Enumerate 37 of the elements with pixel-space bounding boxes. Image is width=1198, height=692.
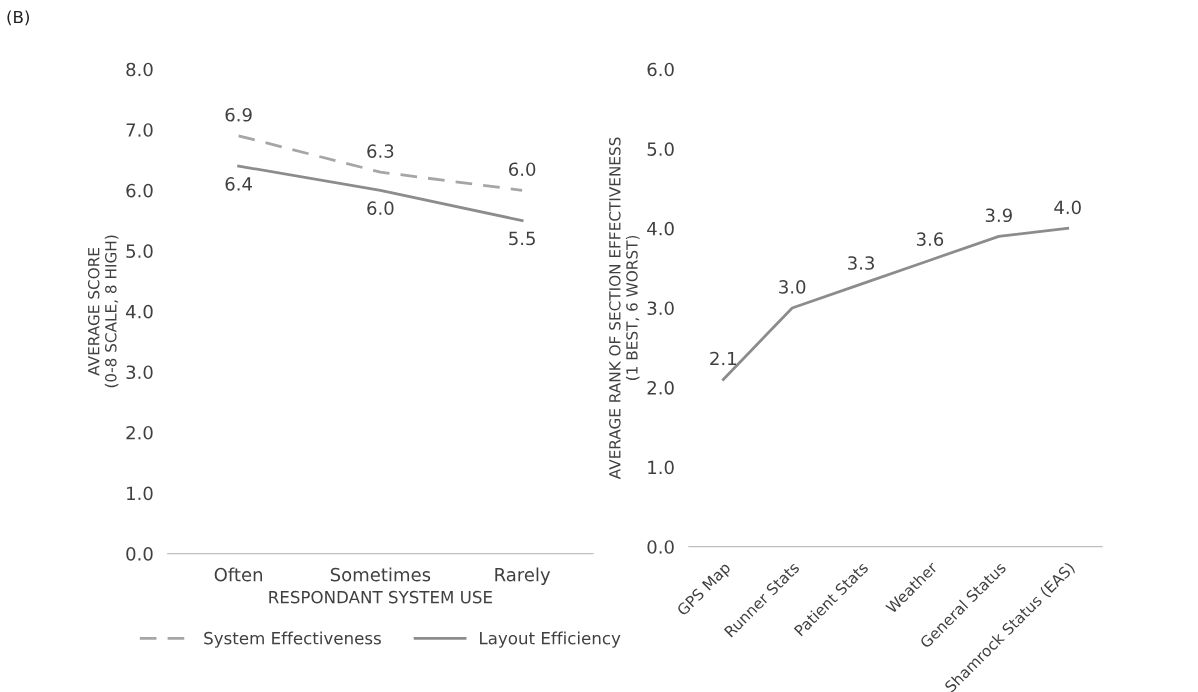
text: (B) [7,10,29,26]
y-tick-label: 4.0 [126,304,153,319]
y-tick-label: 2.0 [126,425,153,440]
x-axis-title: RESPONDANT SYSTEM USE [269,590,492,604]
data-label: 5.5 [509,231,535,246]
data-label: 6.4 [225,177,252,191]
y-tick-label: 3.0 [126,365,153,380]
y-axis-title: AVERAGE RANK OF SECTION EFFECTIVENESS (1 BEST, 6 WORST) [609,137,640,480]
y-tick-label: 0.0 [647,540,674,554]
y-tick-label: 5.0 [126,244,153,258]
legend-label: System Effectiveness [204,631,381,648]
data-label: 3.0 [779,280,806,294]
legend-label: Layout Efficiency [480,631,621,648]
data-label: 3.6 [916,232,944,246]
y-tick-label: 6.0 [647,62,674,77]
y-tick-label: 7.0 [126,123,153,137]
y-tick-label: 6.0 [126,183,153,198]
x-tick-label: Rarely [495,567,551,585]
data-label: 6.0 [367,201,394,215]
x-tick-label: Sometimes [330,567,431,582]
y-tick-label: 1.0 [127,486,153,501]
y-tick-label: 0.0 [126,547,153,561]
y-axis-title: AVERAGE SCORE (0-8 SCALE, 8 HIGH) [87,235,119,388]
y-tick-label: 3.0 [647,301,674,316]
data-label: 6.9 [225,107,252,122]
data-label: 6.0 [509,162,536,177]
y-tick-label: 4.0 [647,221,674,236]
data-label: 4.0 [1054,200,1081,215]
y-tick-label: 5.0 [647,142,674,156]
data-label: 3.9 [985,208,1012,223]
data-label: 6.3 [367,144,394,158]
y-tick-label: 2.0 [647,380,674,395]
data-label: 2.1 [710,351,736,366]
y-tick-label: 8.0 [126,62,153,77]
data-label: 3.3 [848,256,874,270]
x-tick-label: Often [214,567,263,582]
y-tick-label: 1.0 [648,460,674,475]
